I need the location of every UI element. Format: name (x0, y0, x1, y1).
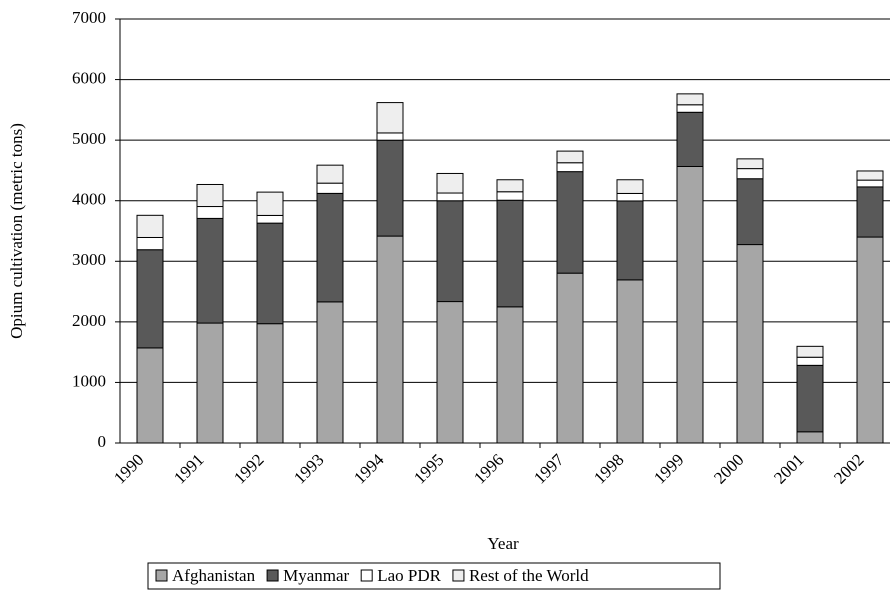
bar-segment (856, 236, 884, 444)
y-tick-label: 6000 (72, 68, 106, 87)
bar-segment (616, 192, 644, 202)
y-tick-label: 1000 (72, 371, 106, 390)
bar-segment (436, 192, 464, 202)
bar-segment (856, 186, 884, 238)
bar-segment (436, 200, 464, 303)
bar-segment (736, 178, 764, 246)
bar-segment (796, 356, 824, 366)
bar-segment (136, 214, 164, 238)
legend-label: Lao PDR (377, 566, 441, 585)
legend: Afghanistan Myanmar Lao PDR Rest of the Wor… (147, 562, 721, 590)
bar-segment (196, 206, 224, 219)
bar-segment (496, 179, 524, 193)
bar-segment (316, 182, 344, 194)
bar-segment (796, 364, 824, 433)
y-tick-label: 4000 (72, 190, 106, 209)
bar-segment (616, 279, 644, 444)
bar-segment (556, 272, 584, 444)
y-tick-label: 0 (98, 432, 107, 451)
bar-segment (616, 200, 644, 281)
x-tick-label: 1996 (470, 450, 507, 487)
bar-segment (256, 323, 284, 444)
x-tick-label: 1991 (170, 450, 207, 487)
legend-swatch (360, 569, 373, 582)
y-tick-label: 7000 (72, 8, 106, 27)
bar-segment (376, 102, 404, 134)
bar-segment (676, 165, 704, 444)
y-tick-label: 3000 (72, 250, 106, 269)
bar-segment (136, 347, 164, 444)
x-tick-label: 1994 (350, 450, 388, 488)
bar-segment (856, 179, 884, 188)
bar-segment (496, 191, 524, 201)
bar-segment (196, 322, 224, 444)
bar-segment (556, 150, 584, 164)
x-tick-label: 2002 (830, 450, 867, 487)
y-tick-label: 2000 (72, 311, 106, 330)
bar-segment (736, 168, 764, 180)
bar-segment (136, 249, 164, 349)
legend-swatch (155, 569, 168, 582)
bar-segment (196, 183, 224, 208)
bar-segment (376, 235, 404, 444)
x-tick-label: 1999 (650, 450, 687, 487)
bar-segment (376, 132, 404, 141)
x-tick-label: 1990 (110, 450, 147, 487)
x-tick-label: 2001 (770, 450, 807, 487)
x-tick-label: 2000 (710, 450, 747, 487)
bar-segment (196, 217, 224, 324)
legend-box (147, 562, 721, 590)
bar-segment (376, 139, 404, 237)
bar-segment (796, 345, 824, 358)
legend-swatch (266, 569, 279, 582)
y-axis-label: Opium cultivation (metric tons) (7, 123, 26, 339)
bar-segment (796, 431, 824, 444)
bar-segment (556, 162, 584, 173)
legend-label: Myanmar (283, 566, 349, 585)
bar-segment (676, 111, 704, 167)
bar-segment (616, 179, 644, 194)
bar-segment (136, 236, 164, 251)
bar-segment (736, 158, 764, 170)
bar-segment (436, 301, 464, 444)
bar-segment (256, 214, 284, 224)
x-tick-label: 1992 (230, 450, 267, 487)
bar-segment (676, 93, 704, 106)
bar-segment (316, 301, 344, 444)
bar-segment (436, 172, 464, 194)
legend-swatch (452, 569, 465, 582)
x-tick-label: 1997 (530, 450, 568, 488)
bar-segment (736, 244, 764, 444)
x-axis-label: Year (487, 534, 519, 553)
bar-segment (676, 104, 704, 113)
bar-segment (256, 222, 284, 325)
bar-segment (556, 171, 584, 274)
bar-segment (316, 164, 344, 184)
bar-segment (496, 306, 524, 444)
bar-segment (856, 170, 884, 181)
x-tick-label: 1995 (410, 450, 447, 487)
bar-segment (316, 192, 344, 303)
y-tick-label: 5000 (72, 129, 106, 148)
x-tick-label: 1998 (590, 450, 627, 487)
x-tick-label: 1993 (290, 450, 327, 487)
legend-label: Rest of the World (469, 566, 589, 585)
bar-segment (256, 191, 284, 216)
legend-label: Afghanistan (172, 566, 256, 585)
bar-segment (496, 199, 524, 308)
